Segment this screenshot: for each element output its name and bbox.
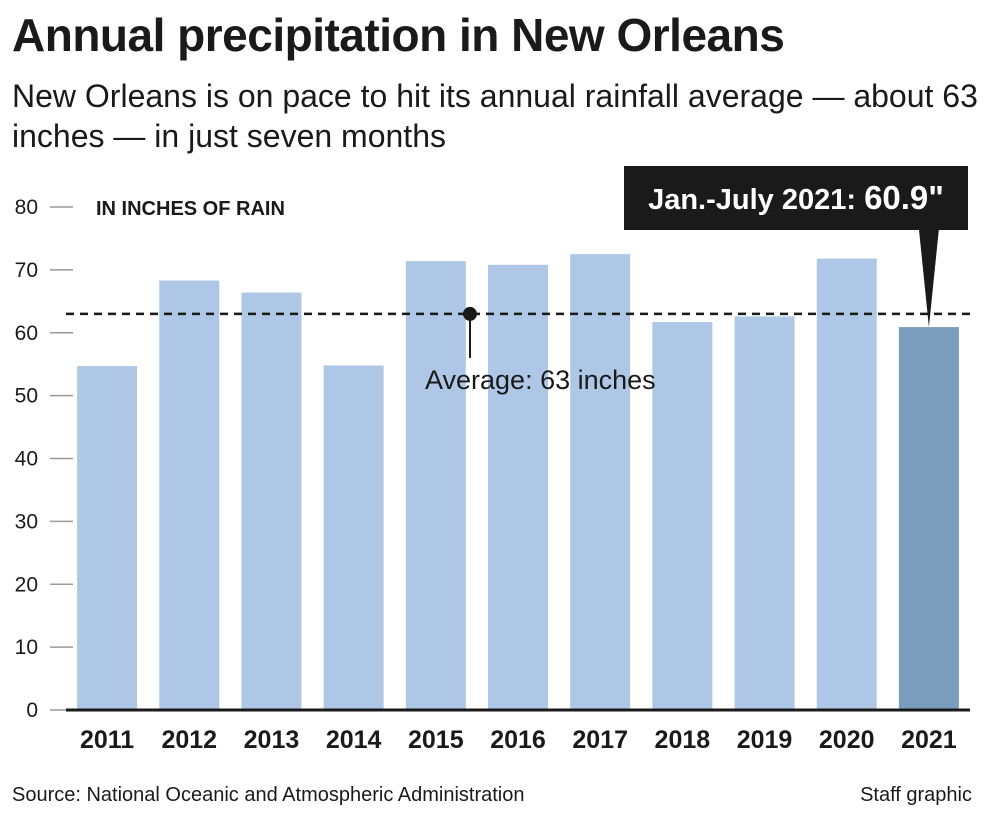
y-tick-label: 30 [15, 510, 38, 533]
chart-title: Annual precipitation in New Orleans [12, 9, 785, 61]
callout-label-text: Jan.-July 2021: [648, 184, 864, 216]
average-label: Average: 63 inches [425, 365, 656, 395]
x-axis-labels: 2011 2012 2013 2014 2015 2016 2017 2018 2019 2020… [80, 726, 957, 754]
source-note: Source: National Oceanic and Atmospheric… [12, 784, 525, 806]
bar-2016 [488, 264, 548, 710]
x-tick-label: 2015 [408, 726, 464, 754]
bar-2013 [241, 292, 302, 710]
y-tick-label: 70 [15, 259, 38, 282]
y-axis: 0 10 20 30 40 50 60 70 80 [15, 196, 73, 722]
x-tick-label: 2019 [737, 726, 793, 754]
x-tick-label: 2014 [326, 726, 382, 754]
callout-value: 60.9" [864, 179, 944, 216]
bars [77, 254, 959, 710]
y-tick-label: 60 [15, 322, 38, 345]
bar-2012 [159, 280, 220, 710]
average-line-group: Average: 63 inches [66, 306, 970, 395]
callout-group: Jan.-July 2021: 60.9" [624, 166, 968, 328]
bar-2021 [898, 327, 959, 710]
callout-pointer [918, 229, 939, 328]
y-tick-label: 20 [15, 573, 38, 596]
callout-label: Jan.-July 2021: 60.9" [648, 179, 944, 216]
y-tick-label: 50 [15, 385, 38, 408]
chart-subtitle: New Orleans is on pace to hit its annual… [12, 78, 978, 154]
credit-note: Staff graphic [860, 784, 972, 806]
bar-2014 [323, 365, 384, 710]
x-tick-label: 2011 [80, 726, 134, 754]
y-tick-label: 10 [15, 636, 38, 659]
y-tick-label: 40 [15, 448, 38, 471]
x-tick-label: 2012 [161, 726, 217, 754]
average-marker-dot [463, 306, 477, 321]
x-tick-label: 2016 [490, 726, 546, 754]
bar-2015 [405, 261, 466, 710]
bar-2017 [570, 254, 631, 710]
callout-box [624, 166, 968, 230]
x-tick-label: 2013 [244, 726, 300, 754]
y-tick-label: 0 [26, 699, 38, 722]
bar-2019 [734, 316, 795, 710]
x-tick-label: 2017 [572, 726, 628, 754]
x-tick-label: 2020 [819, 726, 875, 754]
y-tick-label: 80 [15, 196, 38, 219]
bar-2018 [652, 322, 713, 710]
x-tick-label: 2018 [655, 726, 711, 754]
bar-2020 [816, 258, 877, 710]
bar-2011 [77, 366, 138, 710]
y-axis-unit-label: IN INCHES OF RAIN [96, 198, 285, 220]
x-tick-label: 2021 [901, 726, 957, 754]
